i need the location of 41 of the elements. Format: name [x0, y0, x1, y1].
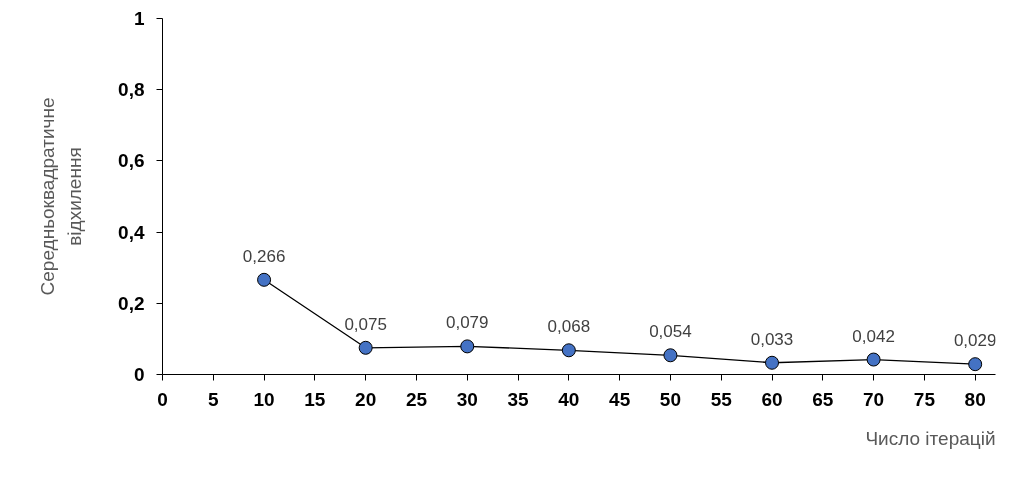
x-tick-label: 65: [812, 388, 834, 410]
y-tick-label: 0,8: [118, 79, 145, 101]
x-tick-label: 40: [558, 388, 580, 410]
x-tick-label: 80: [964, 388, 986, 410]
x-tick-label: 70: [863, 388, 885, 410]
x-axis-title: Число ітерацій: [865, 427, 996, 449]
x-tick-label: 50: [659, 388, 681, 410]
point: [968, 357, 983, 372]
x-tick-label: 75: [913, 388, 936, 410]
x-tick-label: 25: [405, 388, 428, 410]
x-tick-label: 15: [304, 388, 326, 410]
data-label: 0,079: [445, 313, 489, 333]
point: [358, 340, 373, 355]
x-tick-label: 5: [208, 388, 220, 410]
point: [561, 343, 576, 358]
data-label: 0,042: [852, 326, 895, 346]
point: [866, 352, 881, 367]
x-tick-label: 45: [609, 388, 631, 410]
data-label: 0,075: [344, 314, 387, 334]
x-tick-label: 55: [710, 388, 733, 410]
point: [765, 355, 780, 370]
y-tick-label: 1: [133, 8, 145, 29]
x-tick-label: 60: [761, 388, 783, 410]
data-label: 0,029: [953, 331, 997, 351]
x-tick-label: 35: [507, 388, 530, 410]
x-tick-label: 10: [253, 388, 275, 410]
y-tick-label: 0,2: [118, 292, 145, 314]
x-tick-label: 20: [355, 388, 377, 410]
data-label: 0,266: [242, 246, 286, 266]
x-tick-label: 30: [456, 388, 478, 410]
point: [663, 348, 678, 363]
data-label: 0,033: [750, 329, 794, 349]
y-tick-label: 0: [133, 364, 145, 385]
y-tick-label: 0,4: [118, 221, 145, 243]
point: [257, 272, 272, 287]
x-tick-label: 0: [157, 388, 168, 410]
y-axis-title: Середньоквадратичне відхилення: [36, 97, 86, 296]
y-tick-label: 0,6: [118, 150, 145, 172]
data-label: 0,068: [547, 317, 591, 337]
point: [460, 339, 475, 354]
data-label: 0,054: [649, 322, 692, 342]
